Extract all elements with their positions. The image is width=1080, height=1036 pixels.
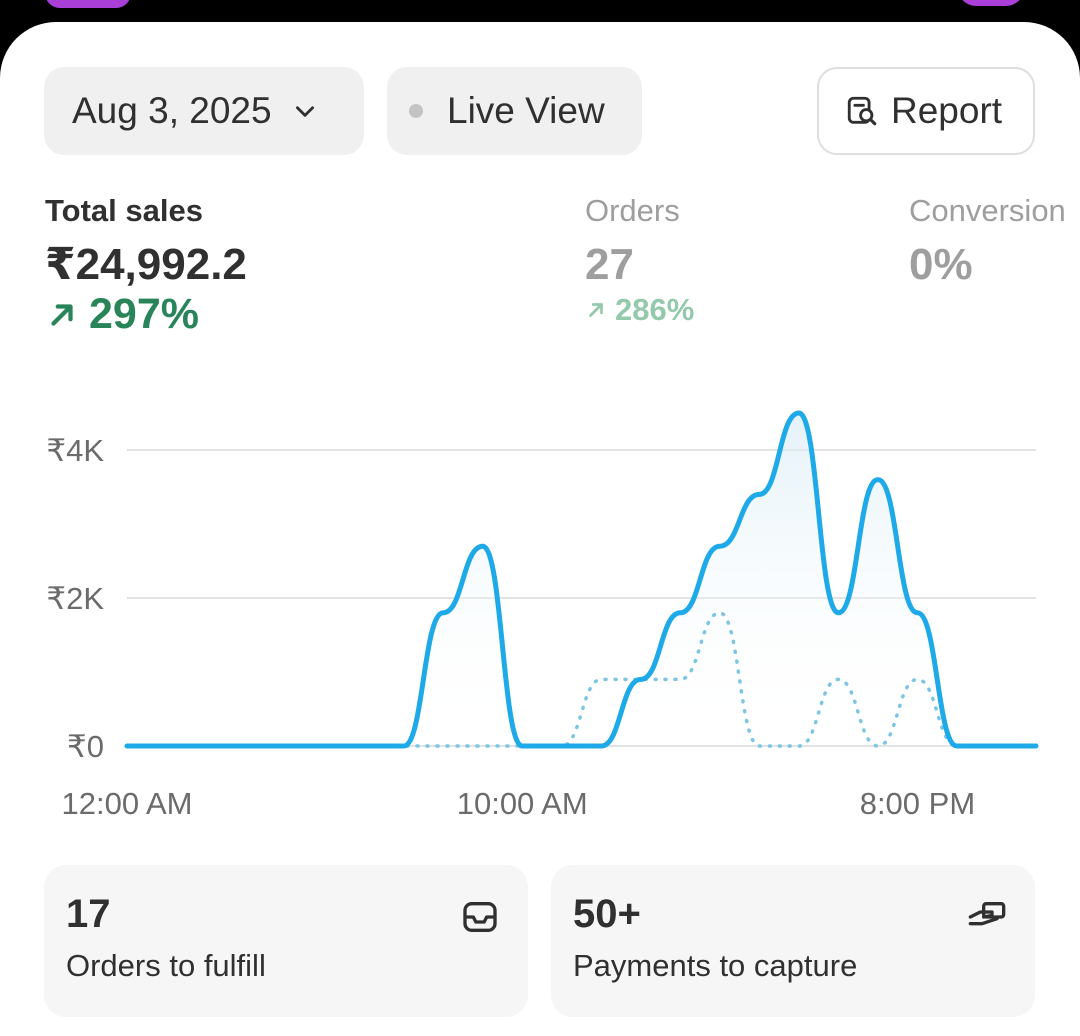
live-view-button[interactable]: Live View xyxy=(387,67,642,155)
y-tick-label: ₹0 xyxy=(67,729,104,764)
y-tick-label: ₹4K xyxy=(46,433,104,468)
date-label: Aug 3, 2025 xyxy=(72,90,272,131)
live-view-label: Live View xyxy=(447,90,605,131)
sales-area-fill xyxy=(127,413,1036,746)
y-tick-label: ₹2K xyxy=(46,581,104,616)
report-search-icon xyxy=(847,96,877,126)
total-sales-label: Total sales xyxy=(45,193,203,228)
total-sales-value: ₹24,992.2 xyxy=(45,240,247,289)
status-bar-right-pill xyxy=(958,0,1024,6)
report-button[interactable]: Report xyxy=(817,67,1035,155)
sales-series-line xyxy=(124,410,1039,749)
status-bar-left-pill xyxy=(45,0,131,8)
arrow-up-right-icon xyxy=(51,303,73,326)
conversion-value: 0% xyxy=(909,240,973,289)
orders-metric[interactable]: Orders 27 286% xyxy=(585,192,694,328)
comparison-series-line xyxy=(125,611,1038,748)
conversion-metric[interactable]: Conversion 0% xyxy=(909,192,1066,290)
payments-to-capture-count: 50+ xyxy=(573,892,641,936)
orders-to-fulfill-count: 17 xyxy=(66,892,111,936)
total-sales-change: 297% xyxy=(45,290,247,339)
conversion-label: Conversion xyxy=(909,193,1066,228)
arrow-up-right-icon xyxy=(589,303,603,317)
orders-change: 286% xyxy=(585,292,694,328)
x-tick-label: 8:00 PM xyxy=(860,786,975,821)
hand-payment-icon xyxy=(968,902,1006,926)
x-tick-label: 12:00 AM xyxy=(62,786,193,821)
x-tick-label: 10:00 AM xyxy=(457,786,588,821)
orders-label: Orders xyxy=(585,193,680,228)
chevron-down-icon xyxy=(295,106,314,117)
date-picker-button[interactable]: Aug 3, 2025 xyxy=(44,67,364,155)
orders-change-value: 286% xyxy=(615,292,695,327)
inbox-icon xyxy=(463,902,497,932)
orders-value: 27 xyxy=(585,240,634,289)
total-sales-change-value: 297% xyxy=(89,290,199,338)
payments-to-capture-card[interactable]: 50+ Payments to capture xyxy=(551,865,1035,1017)
payments-to-capture-label: Payments to capture xyxy=(573,948,858,983)
orders-to-fulfill-label: Orders to fulfill xyxy=(66,948,266,983)
total-sales-metric[interactable]: Total sales ₹24,992.2 297% xyxy=(45,192,247,339)
status-dot-icon xyxy=(409,104,423,118)
report-label: Report xyxy=(891,90,1003,131)
sales-chart: ₹0 ₹2K ₹4K 12:00 AM 10:00 AM 8:00 PM xyxy=(46,410,1039,821)
orders-to-fulfill-card[interactable]: 17 Orders to fulfill xyxy=(44,865,528,1017)
dashboard-sheet: Aug 3, 2025 Live View Report Total sales… xyxy=(0,22,1080,1036)
